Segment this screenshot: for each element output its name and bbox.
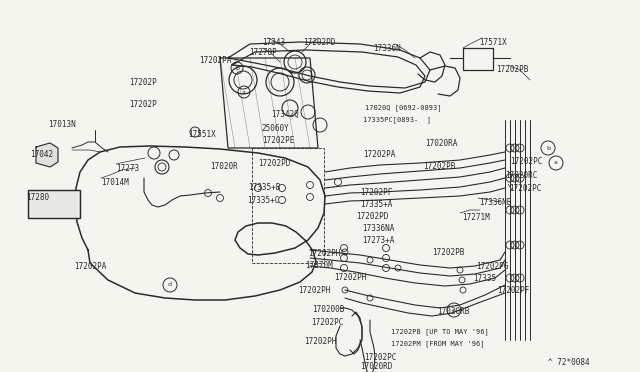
Text: 17202PC: 17202PC (509, 184, 541, 193)
Text: 17020RB: 17020RB (437, 307, 469, 316)
Text: 17042: 17042 (30, 150, 53, 159)
Text: b: b (546, 145, 550, 151)
Text: 17335+A: 17335+A (360, 200, 392, 209)
Text: 17202PB: 17202PB (496, 65, 529, 74)
Bar (463, 48, 493, 70)
Text: ^ 72*0084: ^ 72*0084 (548, 358, 590, 367)
Text: 17202PH: 17202PH (304, 337, 337, 346)
Text: a: a (554, 160, 558, 166)
Text: 17202PH: 17202PH (308, 249, 340, 258)
Text: 17202PA: 17202PA (363, 150, 396, 159)
Text: 17020RC: 17020RC (505, 171, 538, 180)
Text: 17336N: 17336N (373, 44, 401, 53)
Text: 17280: 17280 (26, 193, 49, 202)
Text: 17202PD: 17202PD (356, 212, 388, 221)
Bar (252, 148, 324, 263)
Text: 17370M: 17370M (305, 261, 333, 270)
Text: 17202PG: 17202PG (476, 262, 508, 271)
Text: 17343: 17343 (262, 38, 285, 47)
Text: 17202PH: 17202PH (298, 286, 330, 295)
Text: 17202PM [FROM MAY '96]: 17202PM [FROM MAY '96] (391, 340, 484, 347)
Text: d: d (168, 282, 172, 288)
Text: 17335: 17335 (473, 274, 496, 283)
Text: 17202P: 17202P (129, 78, 157, 87)
Text: e: e (452, 308, 456, 312)
Bar (28, 190, 80, 218)
Text: 17335+B: 17335+B (248, 183, 280, 192)
Text: 17202PC: 17202PC (311, 318, 344, 327)
Text: 17202PF: 17202PF (497, 286, 529, 295)
Text: 17342Q: 17342Q (271, 110, 299, 119)
Text: 17014M: 17014M (101, 178, 129, 187)
Text: 17202PF: 17202PF (360, 188, 392, 197)
Text: 17202P: 17202P (129, 100, 157, 109)
Text: 17202PA: 17202PA (199, 56, 232, 65)
Text: 17336NB: 17336NB (479, 198, 511, 207)
Text: 17271M: 17271M (462, 213, 490, 222)
Text: b: b (235, 65, 239, 71)
Text: 170200B: 170200B (312, 305, 344, 314)
Text: 17335PC[0893-  ]: 17335PC[0893- ] (363, 116, 431, 123)
Text: 17202PC: 17202PC (364, 353, 396, 362)
Text: 17202PB: 17202PB (432, 248, 465, 257)
Text: 17020RD: 17020RD (360, 362, 392, 371)
Text: 17202PB: 17202PB (423, 162, 456, 171)
Text: 17020RA: 17020RA (425, 139, 458, 148)
Text: 17020R: 17020R (210, 162, 237, 171)
Text: 17335+C: 17335+C (247, 196, 280, 205)
Text: a: a (242, 90, 246, 94)
Text: 17278P: 17278P (249, 48, 276, 57)
Text: 17571X: 17571X (479, 38, 507, 47)
Text: 17202PC: 17202PC (510, 157, 542, 166)
Bar (28, 190, 80, 218)
Text: 17202PE: 17202PE (262, 136, 294, 145)
Text: 17202PH: 17202PH (334, 273, 366, 282)
Text: 25060Y: 25060Y (261, 124, 289, 133)
Text: 17273+A: 17273+A (362, 236, 394, 245)
Text: 17202PD: 17202PD (258, 159, 291, 168)
Text: 17551X: 17551X (188, 130, 216, 139)
Polygon shape (36, 143, 58, 167)
Text: 17202PA: 17202PA (74, 262, 106, 271)
Text: 17273: 17273 (116, 164, 139, 173)
Text: 17013N: 17013N (48, 120, 76, 129)
Text: 17202PB [UP TO MAY '96]: 17202PB [UP TO MAY '96] (391, 328, 489, 335)
Text: 17336NA: 17336NA (362, 224, 394, 233)
Text: 17020Q [0692-0893]: 17020Q [0692-0893] (365, 104, 442, 111)
Text: 17202PD: 17202PD (303, 38, 335, 47)
